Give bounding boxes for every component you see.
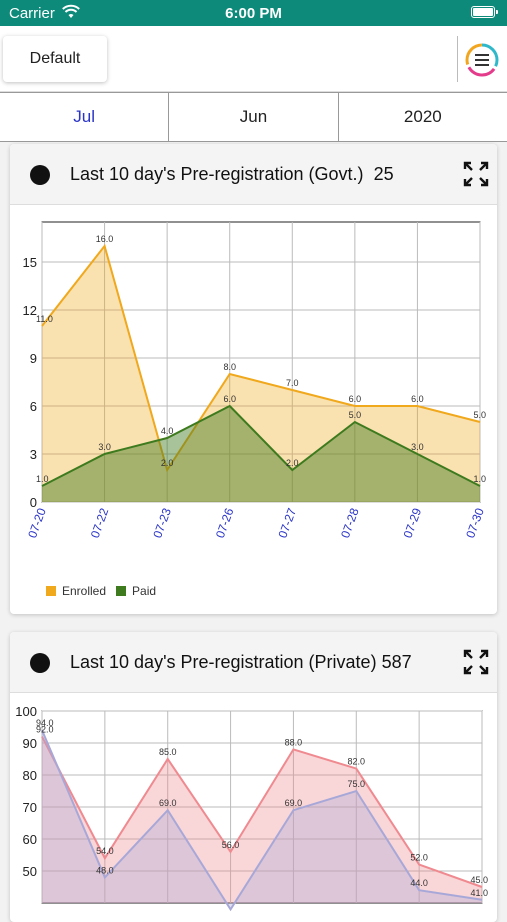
card-header: Last 10 day's Pre-registration (Private)… (10, 632, 497, 693)
x-tick-label: 07-27 (275, 506, 299, 540)
card-title: Last 10 day's Pre-registration (Govt.) 2… (70, 164, 394, 185)
card-header: Last 10 day's Pre-registration (Govt.) 2… (10, 144, 497, 205)
data-label: 6.0 (411, 394, 424, 404)
clock: 6:00 PM (225, 5, 282, 22)
legend-swatch (46, 586, 56, 596)
y-tick-label: 70 (23, 800, 37, 815)
x-tick-label: 07-28 (338, 506, 362, 540)
battery-icon (471, 6, 498, 18)
series-area (42, 736, 482, 903)
legend-label: Enrolled (62, 584, 107, 598)
series-area (42, 730, 482, 910)
series-line (41, 736, 483, 888)
top-bar: Default (0, 26, 507, 92)
legend-swatch (116, 586, 127, 596)
legend-enrolled: Enrolled (46, 584, 106, 598)
data-label: 2.0 (286, 458, 299, 468)
series-line (41, 243, 481, 473)
y-tick-label: 80 (23, 768, 37, 783)
card-title: Last 10 day's Pre-registration (Private)… (70, 652, 412, 673)
data-label: 5.0 (473, 410, 486, 420)
x-tick-label: 07-29 (401, 506, 425, 540)
series-line (41, 404, 481, 487)
data-label: 75.0 (348, 779, 366, 789)
card-count: 587 (381, 652, 412, 672)
data-label: 45.0 (470, 875, 488, 885)
data-label: 5.0 (349, 410, 362, 420)
data-label: 56.0 (222, 840, 240, 850)
data-label: 11.0 (36, 314, 53, 324)
data-label: 8.0 (223, 362, 236, 372)
card-title-text: Last 10 day's Pre-registration (Private) (70, 652, 377, 672)
card-count: 25 (373, 164, 394, 184)
data-label: 4.0 (161, 426, 174, 436)
expand-icon[interactable] (463, 649, 489, 675)
y-tick-label: 60 (23, 832, 37, 847)
y-tick-label: 15 (23, 255, 37, 270)
wifi-icon (62, 4, 80, 18)
y-tick-label: 9 (30, 351, 37, 366)
data-label: 41.0 (470, 888, 488, 898)
data-label: 16.0 (96, 234, 114, 244)
y-tick-label: 6 (30, 399, 37, 414)
data-label: 88.0 (285, 737, 303, 747)
data-label: 2.0 (161, 458, 174, 468)
x-tick-label: 07-22 (88, 506, 112, 540)
private-chart-card: Last 10 day's Pre-registration (Private)… (10, 632, 497, 922)
data-label: 85.0 (159, 747, 177, 757)
data-label: 69.0 (285, 798, 303, 808)
data-label: 6.0 (223, 394, 236, 404)
expand-icon[interactable] (463, 161, 489, 187)
period-tabs: Jul Jun 2020 (0, 92, 507, 142)
data-label: 7.0 (286, 378, 299, 388)
x-tick-label: 07-26 (213, 506, 237, 540)
status-bar: Carrier 6:00 PM (0, 0, 507, 26)
series-area (42, 246, 480, 502)
govt-chart: 0 3 6 9 12 15 11.0 16.0 2.0 8.0 7.0 6.0 6.0 5.0 1.0 3.0… (23, 221, 487, 540)
y-tick-label: 12 (23, 303, 37, 318)
data-label: 92.0 (36, 725, 54, 735)
x-tick-label: 07-20 (25, 506, 49, 540)
y-tick-label: 90 (23, 736, 37, 751)
data-label: 82.0 (348, 757, 366, 767)
plot-area (41, 221, 481, 503)
data-label: 52.0 (410, 853, 428, 863)
y-tick-label: 3 (30, 447, 37, 462)
y-tick-label: 50 (23, 864, 37, 879)
data-label: 69.0 (159, 798, 177, 808)
series-line (41, 729, 483, 912)
menu-icon[interactable] (464, 42, 500, 78)
data-label: 44.0 (410, 878, 428, 888)
private-chart: 50 60 70 80 90 100 92.0 54.0 85.0 56.0 88.0 82.0 52.… (15, 704, 488, 912)
tab-2020[interactable]: 2020 (403, 107, 442, 126)
tab-jul[interactable]: Jul (0, 93, 170, 141)
divider (457, 36, 458, 82)
card-title-text: Last 10 day's Pre-registration (Govt.) (70, 164, 364, 184)
data-label: 3.0 (98, 442, 111, 452)
chart-legend: Enrolled Paid (46, 584, 166, 598)
x-tick-label: 07-23 (150, 506, 174, 540)
govt-chart-card: Last 10 day's Pre-registration (Govt.) 2… (10, 144, 497, 614)
data-label: 1.0 (36, 474, 49, 484)
bullet-icon (30, 653, 50, 673)
data-label: 3.0 (411, 442, 424, 452)
tab-jun[interactable]: Jun (169, 93, 339, 141)
data-label: 6.0 (349, 394, 362, 404)
legend-paid: Paid (116, 584, 156, 598)
carrier-label: Carrier (9, 5, 55, 22)
data-label: 1.0 (473, 474, 486, 484)
data-label: 94.0 (36, 718, 54, 728)
x-tick-label: 07-30 (463, 506, 487, 540)
y-tick-label: 100 (15, 704, 37, 719)
y-tick-label: 0 (30, 495, 37, 510)
bullet-icon (30, 165, 50, 185)
legend-label: Paid (132, 584, 157, 598)
default-button[interactable]: Default (3, 36, 107, 82)
data-label: 54.0 (96, 846, 114, 856)
data-label: 48.0 (96, 865, 114, 875)
